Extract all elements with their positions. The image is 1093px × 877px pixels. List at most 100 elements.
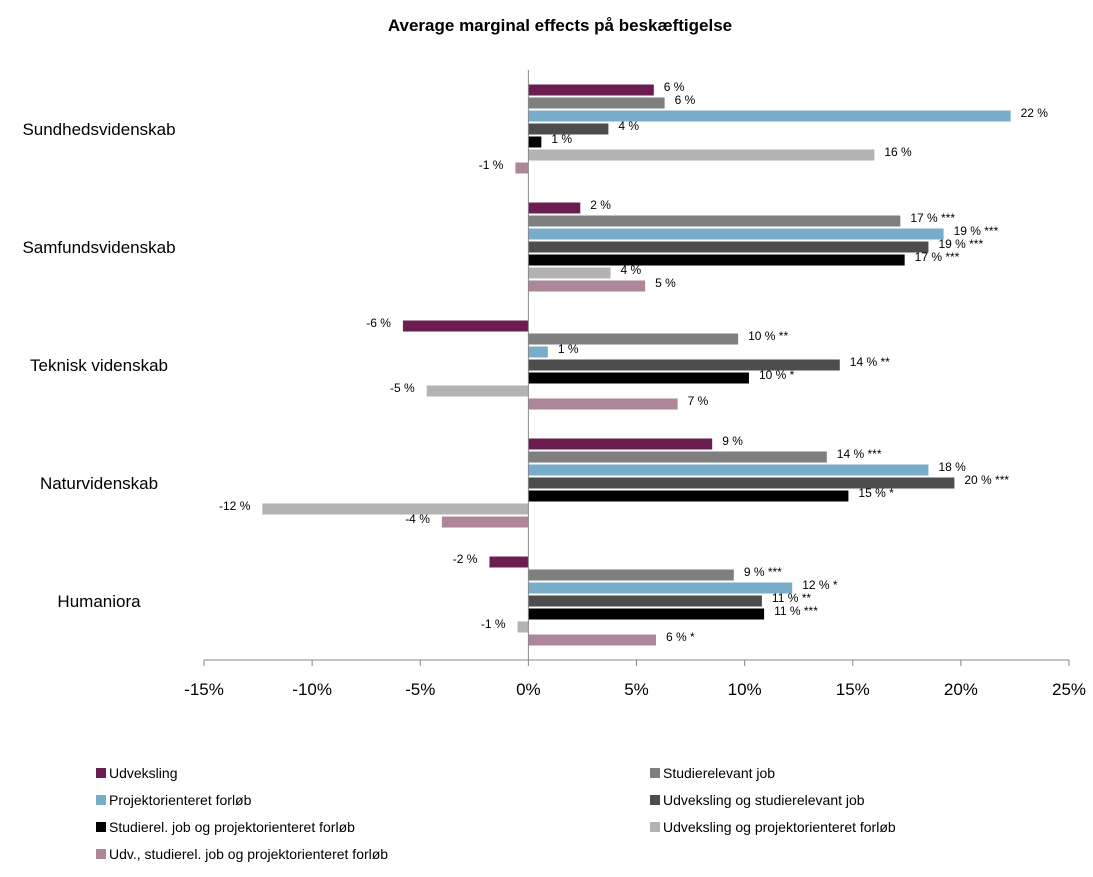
legend-label: Udveksling og studierelevant job — [663, 792, 865, 808]
legend-swatch — [650, 795, 660, 805]
data-label: 17 % *** — [910, 211, 955, 225]
bar — [402, 320, 529, 332]
category-label: Naturvidenskab — [40, 474, 158, 493]
data-label: 6 % — [664, 80, 685, 94]
bar — [528, 149, 875, 161]
data-label: 6 % — [675, 93, 696, 107]
category-label: Teknisk videnskab — [30, 356, 168, 375]
bar — [528, 84, 654, 96]
plot-area: Sundhedsvidenskab 6 %6 % 22 % 4 % 1 % 16 % -1 … — [22, 70, 1086, 699]
data-label: 16 % — [884, 145, 912, 159]
x-tick-label: 5% — [624, 680, 649, 699]
x-tick-label: -5% — [405, 680, 435, 699]
bar — [528, 398, 678, 410]
bar — [528, 254, 905, 266]
bar — [528, 490, 849, 502]
data-label: 18 % — [938, 460, 966, 474]
legend-label: Studierel. job og projektorienteret forl… — [109, 819, 355, 835]
x-tick-label: 0% — [516, 680, 541, 699]
data-label: 14 % ** — [850, 355, 890, 369]
x-tick-label: 25% — [1052, 680, 1086, 699]
bar — [441, 516, 529, 528]
data-label: -1 % — [479, 158, 504, 172]
bar — [528, 477, 955, 489]
x-tick-label: -10% — [292, 680, 332, 699]
legend-label: Udveksling og projektorienteret forløb — [663, 819, 896, 835]
bar — [517, 621, 529, 633]
data-label: 10 % * — [759, 368, 795, 382]
bar — [262, 503, 529, 515]
data-label: -2 % — [453, 552, 478, 566]
data-label: 9 % — [722, 434, 743, 448]
bar — [528, 608, 765, 620]
bar — [528, 438, 713, 450]
data-label: 11 % *** — [774, 604, 818, 618]
bar — [528, 136, 542, 148]
legend-label: Udv., studierel. job og projektorientere… — [109, 846, 388, 862]
bar — [528, 595, 762, 607]
legend-swatch — [96, 822, 106, 832]
x-tick-label: -15% — [184, 680, 224, 699]
bar — [528, 123, 609, 135]
data-label: 15 % * — [858, 486, 894, 500]
legend-swatch — [96, 849, 106, 859]
x-tick-label: 15% — [836, 680, 870, 699]
legend-swatch — [650, 822, 660, 832]
bar — [528, 215, 901, 227]
legend-swatch — [650, 768, 660, 778]
data-label: -1 % — [481, 617, 506, 631]
x-tick-label: 10% — [728, 680, 762, 699]
category-label: Samfundsvidenskab — [22, 238, 175, 257]
legend-swatch — [96, 768, 106, 778]
data-label: 20 % *** — [964, 473, 1009, 487]
x-tick-label: 20% — [944, 680, 978, 699]
data-label: 14 % *** — [837, 447, 882, 461]
bar — [528, 241, 929, 253]
bar — [528, 267, 611, 279]
bar — [528, 110, 1011, 122]
data-label: 9 % *** — [744, 565, 782, 579]
data-label: -4 % — [405, 512, 430, 526]
legend-label: Projektorienteret forløb — [109, 792, 252, 808]
category-label: Humaniora — [57, 592, 141, 611]
data-label: 2 % — [590, 198, 611, 212]
data-label: 22 % — [1021, 106, 1049, 120]
legend-label: Studierelevant job — [663, 765, 775, 781]
data-label: -12 % — [219, 499, 251, 513]
bar — [528, 451, 827, 463]
data-label: -5 % — [390, 381, 415, 395]
bar — [528, 346, 548, 358]
bar — [528, 569, 734, 581]
legend-swatch — [96, 795, 106, 805]
data-label: 11 % ** — [772, 591, 811, 605]
bar — [528, 634, 656, 646]
bar — [528, 582, 793, 594]
data-label: 1 % — [558, 342, 579, 356]
bar — [528, 202, 581, 214]
bar — [515, 162, 529, 174]
bar — [528, 372, 749, 384]
bar — [528, 280, 646, 292]
bar — [489, 556, 529, 568]
data-label: 10 % ** — [748, 329, 788, 343]
bar — [426, 385, 529, 397]
data-label: -6 % — [366, 316, 391, 330]
data-label: 5 % — [655, 276, 676, 290]
data-label: 1 % — [551, 132, 572, 146]
bar — [528, 97, 665, 109]
data-label: 19 % *** — [954, 224, 999, 238]
data-label: 4 % — [618, 119, 639, 133]
data-label: 19 % *** — [938, 237, 983, 251]
data-label: 4 % — [621, 263, 642, 277]
bar — [528, 228, 944, 240]
data-label: 7 % — [688, 394, 709, 408]
category-label: Sundhedsvidenskab — [22, 120, 175, 139]
data-label: 17 % *** — [915, 250, 960, 264]
bar — [528, 333, 739, 345]
legend: Udveksling Studierelevant job Projektorien… — [96, 765, 896, 862]
chart-title: Average marginal effects på beskæftigels… — [388, 16, 732, 35]
data-label: 6 % * — [666, 630, 695, 644]
bar — [528, 359, 840, 371]
legend-label: Udveksling — [109, 765, 177, 781]
